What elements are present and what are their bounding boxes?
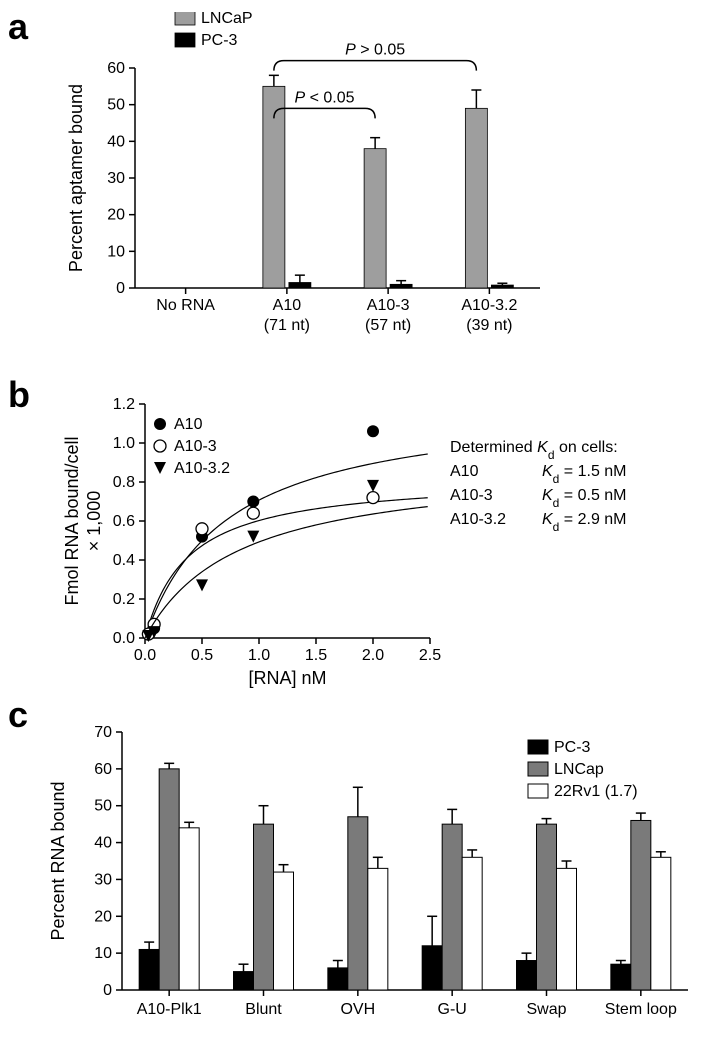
bar xyxy=(651,857,671,990)
svg-text:Blunt: Blunt xyxy=(245,1001,282,1018)
bar xyxy=(390,284,412,288)
svg-text:P > 0.05: P > 0.05 xyxy=(345,42,405,59)
svg-text:LNCaP: LNCaP xyxy=(201,12,253,27)
svg-text:60: 60 xyxy=(94,761,112,778)
panel-c-chart: 0 10 20 30 40 50 60 70 Percent RNA bound A10-Plk1… xyxy=(40,716,700,1036)
svg-text:0.0: 0.0 xyxy=(113,630,135,647)
svg-text:2.5: 2.5 xyxy=(419,647,441,664)
svg-text:PC-3: PC-3 xyxy=(554,739,591,756)
panel-c-label: c xyxy=(8,694,28,736)
bar xyxy=(462,857,482,990)
svg-text:Kd = 0.5 nM: Kd = 0.5 nM xyxy=(542,487,627,510)
bar xyxy=(557,868,577,990)
bar xyxy=(328,968,348,990)
svg-text:P < 0.05: P < 0.05 xyxy=(294,89,354,106)
svg-text:10: 10 xyxy=(107,243,125,260)
bar xyxy=(234,972,254,990)
svg-text:A10: A10 xyxy=(450,463,479,480)
svg-text:A10-3: A10-3 xyxy=(174,438,217,455)
bar xyxy=(368,868,388,990)
svg-text:A10-3.2: A10-3.2 xyxy=(450,511,506,528)
svg-text:1.0: 1.0 xyxy=(113,435,135,452)
bar xyxy=(517,961,537,990)
svg-text:A10: A10 xyxy=(273,297,302,314)
svg-text:A10-3.2: A10-3.2 xyxy=(174,460,230,477)
bar xyxy=(179,828,199,990)
svg-text:50: 50 xyxy=(107,97,125,114)
panel-a-label: a xyxy=(8,6,28,48)
svg-text:1.5: 1.5 xyxy=(305,647,327,664)
svg-text:G-U: G-U xyxy=(438,1001,467,1018)
svg-text:A10-3: A10-3 xyxy=(450,487,493,504)
panel-a-chart: 0 10 20 30 40 50 60 Percent aptamer bound No RNA… xyxy=(60,12,560,352)
svg-text:Percent RNA bound: Percent RNA bound xyxy=(48,781,68,940)
svg-text:PC-3: PC-3 xyxy=(201,32,238,49)
bar xyxy=(537,824,557,990)
svg-text:30: 30 xyxy=(94,871,112,888)
svg-text:0.4: 0.4 xyxy=(113,552,135,569)
svg-text:2.0: 2.0 xyxy=(362,647,384,664)
svg-text:OVH: OVH xyxy=(340,1001,375,1018)
svg-text:0.2: 0.2 xyxy=(113,591,135,608)
svg-text:70: 70 xyxy=(94,724,112,741)
svg-text:Kd = 2.9 nM: Kd = 2.9 nM xyxy=(542,511,627,534)
bar xyxy=(274,872,294,990)
bar xyxy=(348,817,368,990)
bar xyxy=(442,824,462,990)
bar xyxy=(364,149,386,288)
svg-text:0: 0 xyxy=(103,982,112,999)
svg-text:A10: A10 xyxy=(174,416,203,433)
svg-text:(39 nt): (39 nt) xyxy=(466,317,512,334)
svg-text:Determined Kd on cells:: Determined Kd on cells: xyxy=(450,439,618,462)
svg-text:Kd = 1.5 nM: Kd = 1.5 nM xyxy=(542,463,627,486)
svg-text:0.5: 0.5 xyxy=(191,647,213,664)
bar xyxy=(491,285,513,288)
svg-text:30: 30 xyxy=(107,170,125,187)
svg-text:0.0: 0.0 xyxy=(134,647,156,664)
svg-text:20: 20 xyxy=(107,207,125,224)
svg-text:22Rv1 (1.7): 22Rv1 (1.7) xyxy=(554,783,638,800)
svg-text:40: 40 xyxy=(94,835,112,852)
svg-text:Stem loop: Stem loop xyxy=(605,1001,677,1018)
svg-text:20: 20 xyxy=(94,908,112,925)
svg-text:0: 0 xyxy=(116,280,125,297)
bar xyxy=(289,283,311,289)
svg-text:1.0: 1.0 xyxy=(248,647,270,664)
bar xyxy=(139,949,159,990)
bar xyxy=(611,964,631,990)
svg-text:A10-Plk1: A10-Plk1 xyxy=(137,1001,202,1018)
panel-b-chart: 0.0 0.2 0.4 0.6 0.8 1.0 1.2 0.0 0.5 1.0 1.5 2.0 2.5 [… xyxy=(50,394,690,694)
bar xyxy=(254,824,274,990)
svg-text:40: 40 xyxy=(107,133,125,150)
svg-text:(71 nt): (71 nt) xyxy=(264,317,310,334)
svg-text:Swap: Swap xyxy=(526,1001,566,1018)
svg-text:LNCap: LNCap xyxy=(554,761,604,778)
panel-b-label: b xyxy=(8,374,30,416)
svg-text:Percent aptamer bound: Percent aptamer bound xyxy=(66,84,86,272)
svg-text:0.6: 0.6 xyxy=(113,513,135,530)
svg-text:[RNA] nM: [RNA] nM xyxy=(248,668,326,688)
svg-text:No RNA: No RNA xyxy=(156,297,215,314)
svg-text:10: 10 xyxy=(94,945,112,962)
svg-text:A10-3.2: A10-3.2 xyxy=(461,297,517,314)
svg-text:60: 60 xyxy=(107,60,125,77)
svg-text:Fmol RNA bound/cell: Fmol RNA bound/cell xyxy=(62,436,82,605)
svg-text:0.8: 0.8 xyxy=(113,474,135,491)
svg-text:50: 50 xyxy=(94,798,112,815)
bar xyxy=(465,108,487,288)
svg-text:1.2: 1.2 xyxy=(113,396,135,413)
bar xyxy=(631,820,651,990)
bar xyxy=(422,946,442,990)
svg-text:(57 nt): (57 nt) xyxy=(365,317,411,334)
svg-text:A10-3: A10-3 xyxy=(367,297,410,314)
svg-text:× 1,000: × 1,000 xyxy=(84,491,104,552)
bar xyxy=(159,769,179,990)
